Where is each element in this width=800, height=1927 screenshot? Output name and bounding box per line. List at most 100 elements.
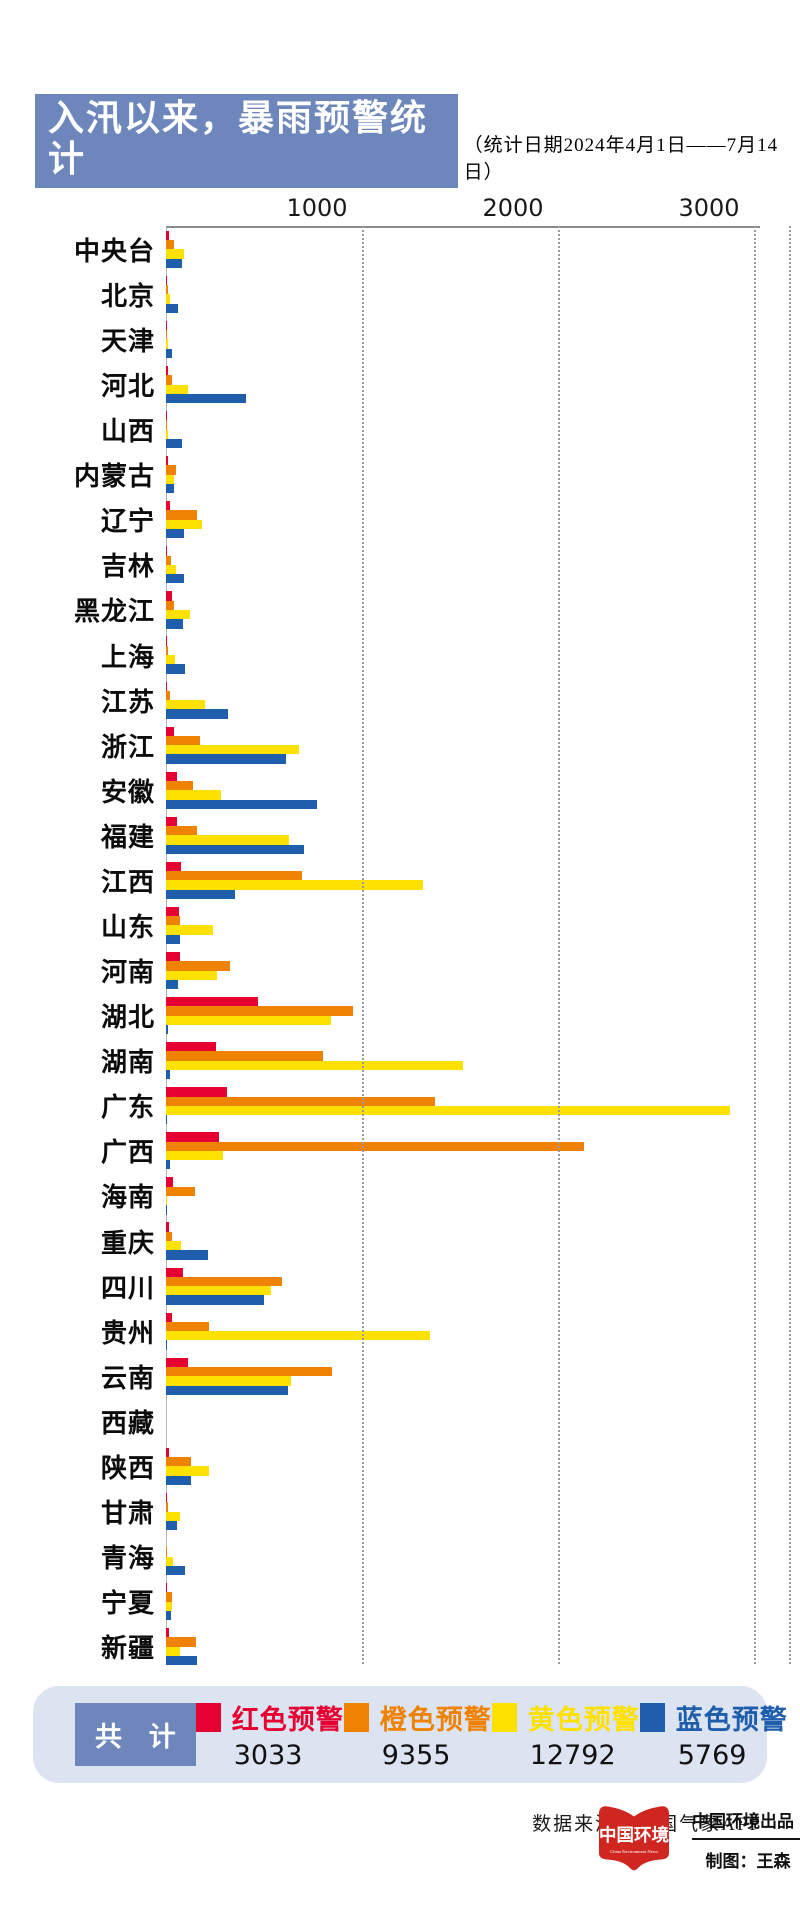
x-axis-line — [166, 225, 760, 228]
legend-item-yellow-top: 黄色预警 — [491, 1698, 640, 1737]
bar-group — [166, 1312, 800, 1350]
bar-group — [166, 1538, 800, 1576]
red-warning-bar — [166, 1087, 227, 1097]
bar-group — [166, 1628, 800, 1666]
red-warning-bar — [166, 1267, 183, 1277]
province-row-27: 西藏 — [0, 1399, 800, 1444]
province-label: 西藏 — [100, 1408, 155, 1438]
province-label: 广东 — [100, 1093, 155, 1123]
red-warning-bar — [166, 1447, 169, 1458]
orange-warning-label: 橙色预警 — [379, 1704, 492, 1735]
legend-total-badge: 共 计 — [75, 1702, 196, 1766]
orange-warning-bar — [166, 1276, 282, 1287]
plot-right-border — [789, 225, 792, 1664]
red-warning-swatch-icon — [195, 1702, 221, 1732]
red-warning-bar — [166, 1132, 219, 1142]
yellow-warning-bar — [166, 880, 423, 890]
province-row-5: 山西 — [0, 407, 800, 452]
yellow-warning-label: 黄色预警 — [527, 1704, 640, 1735]
province-label: 山西 — [100, 417, 155, 447]
legend-item-orange: 橙色预警 9355 — [343, 1698, 492, 1771]
yellow-warning-bar — [166, 1376, 292, 1386]
red-warning-bar — [166, 1177, 173, 1187]
blue-warning-bar — [166, 529, 184, 539]
province-row-25: 贵州 — [0, 1309, 800, 1354]
province-row-4: 河北 — [0, 362, 800, 407]
province-row-7: 辽宁 — [0, 497, 800, 542]
blue-warning-bar — [166, 1160, 170, 1170]
bar-group — [166, 275, 800, 313]
blue-warning-bar — [166, 348, 172, 359]
red-warning-bar — [166, 816, 177, 827]
province-row-32: 新疆 — [0, 1624, 800, 1669]
province-label: 陕西 — [100, 1453, 155, 1483]
orange-warning-bar — [166, 1592, 172, 1602]
yellow-warning-bar — [166, 564, 176, 575]
yellow-warning-total: 12792 — [529, 1739, 616, 1771]
province-label: 贵州 — [100, 1318, 155, 1348]
orange-warning-bar — [166, 465, 176, 475]
blue-warning-bar — [166, 709, 228, 719]
yellow-warning-bar — [166, 474, 174, 484]
province-row-29: 甘肃 — [0, 1489, 800, 1534]
produced-by-text: 中国环境出品 — [692, 1811, 794, 1831]
bar-group — [166, 636, 800, 674]
title-date-note: （统计日期2024年4月1日——7月14日） — [463, 134, 779, 183]
province-label: 广西 — [100, 1138, 155, 1168]
bar-group — [166, 1492, 800, 1531]
credit-block: 中国环境出品 制图：王森 — [692, 1807, 800, 1872]
bar-group — [166, 1132, 800, 1170]
blue-warning-bar — [166, 1295, 264, 1305]
red-warning-bar — [166, 1583, 167, 1593]
orange-warning-bar — [166, 871, 303, 881]
blue-warning-bar — [166, 1475, 191, 1486]
red-warning-bar — [166, 230, 169, 241]
province-row-11: 江苏 — [0, 678, 800, 723]
red-warning-bar — [166, 1312, 172, 1322]
province-row-20: 广东 — [0, 1083, 800, 1128]
yellow-warning-bar — [166, 1331, 430, 1341]
orange-warning-bar — [166, 690, 170, 701]
yellow-warning-bar — [166, 339, 168, 349]
province-row-21: 广西 — [0, 1128, 800, 1173]
yellow-warning-bar — [166, 1105, 731, 1116]
province-row-12: 浙江 — [0, 723, 800, 768]
orange-warning-bar — [166, 1502, 168, 1512]
province-label: 天津 — [100, 326, 155, 356]
blue-warning-bar — [166, 664, 185, 674]
province-label: 内蒙古 — [73, 462, 155, 492]
bar-group — [166, 861, 800, 899]
bar-group — [166, 591, 800, 629]
blue-warning-bar — [166, 1340, 167, 1350]
legend-item-blue: 蓝色预警 5769 — [639, 1698, 788, 1771]
province-label: 重庆 — [100, 1228, 155, 1258]
yellow-warning-bar — [166, 1195, 167, 1206]
blue-warning-bar — [166, 484, 174, 494]
yellow-warning-bar — [166, 1241, 181, 1251]
province-row-23: 重庆 — [0, 1219, 800, 1264]
yellow-warning-bar — [166, 925, 214, 935]
page-title: 入汛以来，暴雨预警统计 — [35, 94, 458, 188]
bar-group — [166, 1403, 800, 1440]
blue-warning-bar — [166, 258, 182, 268]
credit-divider — [692, 1837, 800, 1840]
bar-group — [166, 365, 800, 404]
chart-credit-text: 制图：王森 — [705, 1851, 791, 1871]
bar-group — [166, 501, 800, 539]
orange-warning-bar — [166, 1231, 172, 1242]
legend-item-red: 红色预警 3033 — [195, 1698, 344, 1771]
red-warning-label: 红色预警 — [231, 1704, 344, 1735]
publisher-block: 中国环境 China Environment News 中国环境出品 制图：王森 — [591, 1800, 800, 1878]
yellow-warning-bar — [166, 1646, 180, 1657]
blue-warning-bar — [166, 1520, 177, 1531]
yellow-warning-bar — [166, 249, 184, 259]
red-warning-bar — [166, 591, 172, 601]
red-warning-bar — [166, 771, 177, 781]
province-row-28: 陕西 — [0, 1444, 800, 1489]
blue-warning-bar — [166, 934, 180, 945]
red-warning-bar — [166, 365, 168, 376]
bar-chart-plot-area: 中央台 北京 天津 河北 山西 内蒙古 辽宁 吉林 黑龙江 上海 江苏 浙江 安徽 福建 江西 山东 河南 湖北湖… — [0, 225, 800, 1670]
y-axis-line — [166, 225, 167, 1664]
province-label: 辽宁 — [100, 507, 155, 537]
bar-group — [166, 1087, 800, 1125]
